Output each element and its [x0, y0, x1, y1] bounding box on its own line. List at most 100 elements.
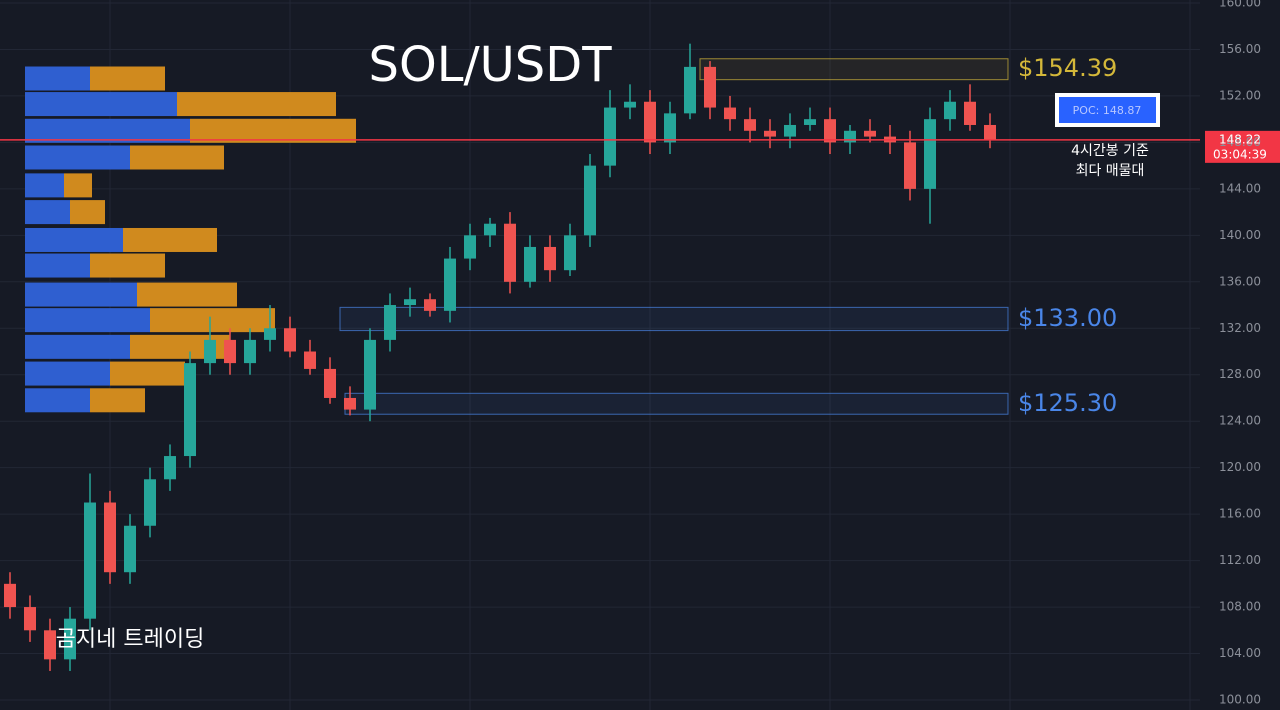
y-tick-label: 136.00: [1219, 274, 1261, 288]
zone-label: $125.30: [1018, 389, 1117, 417]
zone: [344, 392, 1009, 415]
zone: [699, 58, 1009, 81]
candle-body: [904, 142, 916, 189]
candle-body: [404, 299, 416, 306]
candle-body: [184, 363, 196, 457]
candle-body: [964, 101, 976, 125]
candle-body: [544, 246, 556, 271]
candle-body: [524, 246, 536, 282]
candle-body: [664, 113, 676, 143]
candle-body: [824, 119, 836, 143]
candle-body: [44, 630, 56, 660]
candle-body: [24, 607, 36, 631]
profile-sell: [90, 253, 165, 278]
candle-body: [504, 223, 516, 282]
y-tick-label: 128.00: [1219, 367, 1261, 381]
profile-sell: [70, 200, 105, 225]
y-tick-label: 124.00: [1219, 414, 1261, 428]
y-tick-label: 100.00: [1219, 693, 1261, 707]
profile-buy: [25, 282, 137, 307]
price-tag-value: 148.22: [1219, 132, 1261, 146]
y-tick-label: 160.00: [1219, 0, 1261, 10]
candle-body: [984, 124, 996, 140]
candle-body: [604, 107, 616, 166]
candle-body: [144, 479, 156, 526]
candle-body: [464, 235, 476, 259]
profile-sell: [64, 173, 92, 198]
candle-body: [104, 502, 116, 573]
candle-body: [164, 456, 176, 480]
candle-body: [324, 368, 336, 398]
candle-body: [724, 107, 736, 120]
profile-sell: [123, 227, 217, 252]
candle-body: [944, 101, 956, 120]
candle-body: [304, 351, 316, 369]
profile-sell: [110, 361, 185, 386]
candle-body: [264, 328, 276, 340]
zone-label: $154.39: [1018, 54, 1117, 82]
candle-body: [764, 130, 776, 137]
price-tag: [1205, 130, 1280, 163]
poc-note: 최다 매물대: [1076, 163, 1145, 179]
profile-buy: [25, 66, 90, 91]
candle-body: [364, 339, 376, 410]
profile-buy: [25, 92, 177, 117]
candle-body: [64, 618, 76, 660]
poc-note: 4시간봉 기준: [1071, 143, 1149, 159]
candle-body: [584, 165, 596, 236]
profile-buy: [25, 253, 90, 278]
profile-sell: [150, 308, 275, 333]
y-tick-label: 112.00: [1219, 553, 1261, 567]
candle-body: [844, 130, 856, 143]
chart-title: SOL/USDT: [368, 37, 612, 93]
candle-body: [784, 124, 796, 137]
candle-body: [224, 339, 236, 364]
profile-buy: [25, 173, 64, 198]
y-tick-label: 116.00: [1219, 507, 1261, 521]
y-tick-label: 108.00: [1219, 600, 1261, 614]
profile-buy: [25, 388, 90, 413]
candle-body: [204, 339, 216, 364]
profile-sell: [90, 66, 165, 91]
candle-body: [4, 583, 16, 608]
profile-buy: [25, 334, 130, 359]
profile-buy: [25, 227, 123, 252]
watermark: 곰지네 트레이딩: [56, 627, 205, 652]
y-tick-label: 148.00: [1219, 135, 1261, 149]
zone-label: $133.00: [1018, 304, 1117, 332]
candle-body: [124, 525, 136, 573]
y-tick-label: 132.00: [1219, 321, 1261, 335]
profile-sell: [130, 145, 224, 170]
candle-body: [704, 66, 716, 108]
candle-body: [484, 223, 496, 236]
candle-body: [644, 101, 656, 143]
profile-buy: [25, 308, 150, 333]
candle-body: [384, 305, 396, 340]
candle-body: [344, 397, 356, 410]
candle-body: [924, 119, 936, 189]
y-tick-label: 120.00: [1219, 460, 1261, 474]
poc-box: [1059, 97, 1156, 123]
candle-body: [684, 66, 696, 114]
y-tick-label: 144.00: [1219, 181, 1261, 195]
candle-body: [624, 101, 636, 108]
candle-body: [424, 299, 436, 311]
candle-body: [864, 130, 876, 137]
profile-sell: [90, 388, 145, 413]
candle-body: [804, 119, 816, 125]
candle-body: [444, 258, 456, 311]
price-tag-countdown: 03:04:39: [1213, 147, 1267, 161]
y-tick-label: 140.00: [1219, 228, 1261, 242]
zone: [339, 306, 1009, 332]
profile-buy: [25, 145, 130, 170]
candle-body: [284, 328, 296, 352]
candle-body: [564, 235, 576, 271]
profile-buy: [25, 361, 110, 386]
profile-sell: [177, 92, 336, 117]
profile-buy: [25, 118, 190, 143]
poc-label: POC: 148.87: [1073, 104, 1142, 117]
y-tick-label: 152.00: [1219, 88, 1261, 102]
profile-buy: [25, 200, 70, 225]
y-tick-label: 104.00: [1219, 646, 1261, 660]
